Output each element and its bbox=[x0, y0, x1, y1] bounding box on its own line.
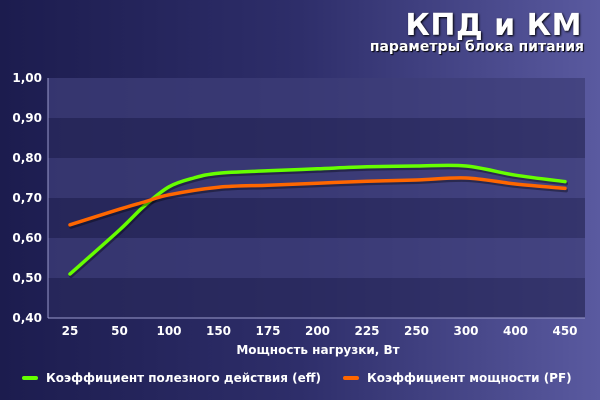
plot-lines bbox=[68, 163, 568, 278]
x-tick-label: 300 bbox=[453, 324, 478, 338]
legend-item-pf: Коэффициент мощности (PF) bbox=[342, 371, 572, 385]
x-tick-label: 250 bbox=[404, 324, 429, 338]
legend-swatch-pf bbox=[342, 376, 359, 380]
legend-label-eff: Коэффициент полезного действия (eff) bbox=[46, 371, 321, 385]
legend: Коэффициент полезного действия (eff) Коэ… bbox=[22, 371, 592, 385]
y-tick-label: 0,80 bbox=[12, 151, 42, 165]
grid-band bbox=[48, 78, 585, 118]
x-tick-label: 450 bbox=[552, 324, 577, 338]
x-tick-label: 25 bbox=[62, 324, 79, 338]
legend-swatch-eff bbox=[22, 376, 38, 380]
x-tick-label: 200 bbox=[305, 324, 330, 338]
x-axis-label: Мощность нагрузки, Вт bbox=[236, 343, 399, 357]
chart-subtitle: параметры блока питания bbox=[369, 39, 584, 55]
legend-label-pf: Коэффициент мощности (PF) bbox=[366, 371, 572, 385]
series-line-pf-shadow bbox=[69, 177, 568, 229]
series-line-eff bbox=[68, 163, 567, 276]
y-axis: 0,40 0,50 0,60 0,70 0,80 0,90 1,00 bbox=[12, 71, 42, 325]
grid-band bbox=[48, 198, 585, 238]
y-tick-label: 0,50 bbox=[12, 271, 42, 285]
chart-title: КПД и КМ bbox=[405, 8, 582, 43]
x-tick-label: 175 bbox=[255, 324, 280, 338]
x-tick-label: 100 bbox=[156, 324, 181, 338]
y-tick-label: 0,40 bbox=[12, 311, 42, 325]
grid-band bbox=[48, 158, 585, 198]
grid-band bbox=[48, 118, 585, 158]
x-axis: 25 50 100 150 175 200 225 250 300 400 450 bbox=[62, 324, 578, 338]
y-tick-label: 0,90 bbox=[12, 111, 42, 125]
x-tick-label: 50 bbox=[111, 324, 128, 338]
x-tick-label: 400 bbox=[503, 324, 528, 338]
legend-item-eff: Коэффициент полезного действия (eff) bbox=[22, 371, 321, 385]
grid-bands bbox=[47, 78, 585, 319]
y-tick-label: 0,70 bbox=[12, 191, 42, 205]
grid-band bbox=[48, 278, 585, 318]
series-line-eff-shadow bbox=[69, 165, 568, 278]
grid-band bbox=[48, 238, 585, 278]
y-tick-label: 0,60 bbox=[12, 231, 42, 245]
x-tick-label: 225 bbox=[354, 324, 379, 338]
x-tick-label: 150 bbox=[206, 324, 231, 338]
y-tick-label: 1,00 bbox=[12, 71, 42, 85]
series-line-pf bbox=[68, 176, 567, 227]
